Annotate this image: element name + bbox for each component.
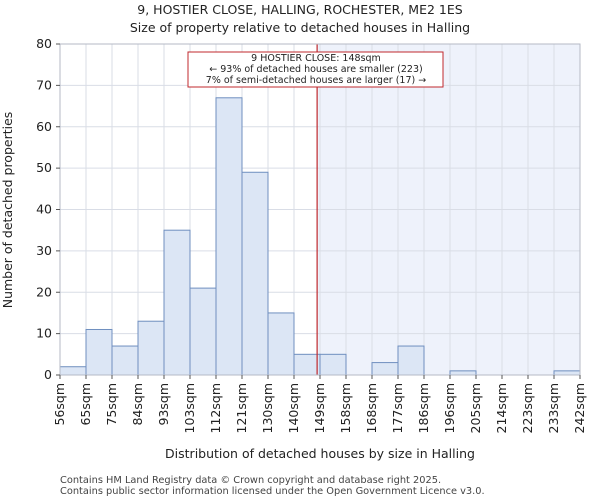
y-tick-label: 10 bbox=[36, 326, 52, 341]
x-tick-label: 149sqm bbox=[312, 383, 327, 433]
chart-title: 9, HOSTIER CLOSE, HALLING, ROCHESTER, ME… bbox=[137, 2, 462, 17]
x-tick-label: 177sqm bbox=[390, 383, 405, 433]
x-tick-label: 84sqm bbox=[130, 383, 145, 426]
bar bbox=[241, 171, 269, 376]
x-tick-label: 75sqm bbox=[104, 383, 119, 426]
bar bbox=[111, 345, 139, 376]
bar bbox=[215, 97, 243, 376]
bar bbox=[189, 287, 217, 376]
bar bbox=[319, 353, 347, 376]
bar bbox=[163, 229, 191, 376]
x-tick-label: 196sqm bbox=[442, 383, 457, 433]
y-tick-label: 40 bbox=[36, 202, 52, 217]
x-tick-label: 140sqm bbox=[286, 383, 301, 433]
x-tick-label: 130sqm bbox=[260, 383, 275, 433]
y-tick-label: 50 bbox=[36, 160, 52, 175]
footer-line-1: Contains HM Land Registry data © Crown c… bbox=[60, 475, 441, 486]
x-tick-label: 93sqm bbox=[156, 383, 171, 426]
y-tick-label: 20 bbox=[36, 284, 52, 299]
x-axis-label: Distribution of detached houses by size … bbox=[165, 446, 475, 461]
x-tick-label: 121sqm bbox=[234, 383, 249, 433]
x-tick-label: 112sqm bbox=[208, 383, 223, 433]
y-axis-label: Number of detached properties bbox=[0, 112, 15, 309]
chart-subtitle: Size of property relative to detached ho… bbox=[130, 20, 470, 35]
y-tick-label: 30 bbox=[36, 243, 52, 258]
annotation-box bbox=[187, 51, 444, 88]
x-tick-label: 205sqm bbox=[468, 383, 483, 433]
annotation-line-1: 9 HOSTIER CLOSE: 148sqm bbox=[251, 53, 381, 64]
annotation-line-3: 7% of semi-detached houses are larger (1… bbox=[206, 75, 426, 86]
y-axis-ticks: 0 10 20 30 40 50 60 70 80 bbox=[36, 36, 60, 382]
y-tick-label: 70 bbox=[36, 77, 52, 92]
x-tick-label: 158sqm bbox=[338, 383, 353, 433]
x-axis-ticks: 56sqm 65sqm 75sqm 84sqm 93sqm 103sqm 112sqm 121… bbox=[52, 375, 587, 433]
bar bbox=[293, 353, 321, 376]
x-tick-label: 223sqm bbox=[520, 383, 535, 433]
footer-line-2: Contains public sector information licen… bbox=[60, 486, 485, 497]
bar bbox=[59, 366, 87, 376]
bar bbox=[85, 328, 113, 376]
x-tick-label: 168sqm bbox=[364, 383, 379, 433]
bar bbox=[267, 312, 295, 376]
x-tick-label: 65sqm bbox=[78, 383, 93, 426]
y-tick-label: 0 bbox=[44, 367, 52, 382]
bar bbox=[449, 370, 477, 376]
marker-annotation: 9 HOSTIER CLOSE: 148sqm ← 93% of detache… bbox=[187, 51, 444, 88]
x-tick-label: 233sqm bbox=[546, 383, 561, 433]
y-tick-label: 80 bbox=[36, 36, 52, 51]
bar bbox=[397, 345, 425, 376]
x-tick-label: 186sqm bbox=[416, 383, 431, 433]
x-tick-label: 103sqm bbox=[182, 383, 197, 433]
bar bbox=[137, 320, 165, 376]
x-tick-label: 242sqm bbox=[572, 383, 587, 433]
bar bbox=[371, 362, 399, 376]
plot-area bbox=[59, 43, 581, 376]
bars bbox=[59, 97, 581, 376]
annotation-line-2: ← 93% of detached houses are smaller (22… bbox=[209, 64, 422, 75]
x-tick-label: 214sqm bbox=[494, 383, 509, 433]
y-tick-label: 60 bbox=[36, 119, 52, 134]
x-tick-label: 56sqm bbox=[52, 383, 67, 426]
bar bbox=[553, 370, 581, 376]
